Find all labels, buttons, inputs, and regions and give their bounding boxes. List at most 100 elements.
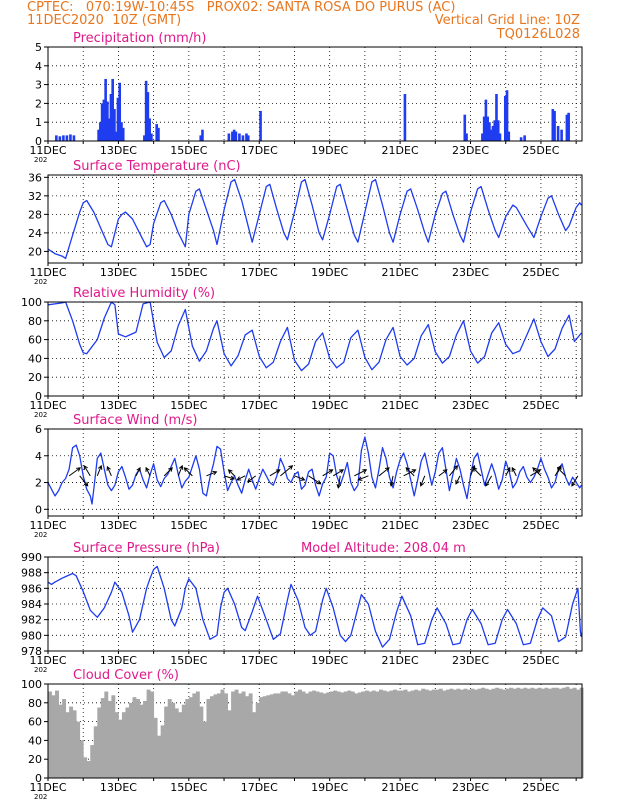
cloud-bar: [199, 706, 204, 778]
cloud-bar: [248, 693, 253, 778]
wind-vector: [511, 467, 517, 477]
cloud-bar: [114, 712, 119, 778]
wind-vector: [530, 469, 541, 477]
y-tick-label: 984: [21, 598, 42, 611]
cloud-bar: [171, 702, 176, 778]
x-tick-label: 21DEC: [382, 144, 419, 157]
cloud-bar: [361, 691, 366, 778]
precip-bar: [146, 92, 150, 141]
x-tick-label: 15DEC: [170, 519, 207, 532]
x-tick-label: 17DEC: [241, 399, 278, 412]
y-tick-label: 2: [35, 477, 42, 490]
y-tick-label: 2: [35, 97, 42, 110]
cloud-bar: [449, 688, 454, 778]
wind-vector: [206, 471, 217, 477]
cloud-bar: [192, 693, 197, 778]
cloud-bar: [118, 719, 123, 778]
cloud-bar: [206, 699, 211, 778]
wind-vector: [358, 475, 369, 481]
cloud-bar: [530, 687, 535, 778]
cloud-bar: [347, 690, 352, 778]
x-tick-label: 19DEC: [311, 399, 348, 412]
wind-vector-head: [227, 469, 233, 474]
panel-frame: [47, 556, 583, 652]
cloud-bar: [266, 695, 271, 778]
wind-vector-head: [328, 469, 334, 474]
x-tick-label: 25DEC: [522, 144, 559, 157]
wind-vector-head: [357, 476, 363, 481]
cloud-bar: [234, 689, 239, 778]
cloud-bar: [255, 702, 260, 778]
cloud-bar: [143, 700, 147, 778]
cloud-bar: [488, 689, 493, 778]
cloud-bar: [174, 708, 179, 778]
precip-bar: [482, 116, 486, 141]
wind-vector: [472, 467, 482, 477]
precip-bar: [150, 133, 153, 141]
cloud-bar: [336, 691, 341, 778]
precip-bar: [109, 94, 113, 141]
cloud-bar: [555, 687, 559, 778]
cloud-bar: [326, 692, 331, 778]
precip-bar: [488, 122, 491, 141]
wind-vector-head: [442, 469, 448, 474]
wind-vector-head: [316, 480, 322, 485]
cloud-bar: [386, 691, 390, 778]
x-tick-label: 23DEC: [452, 399, 489, 412]
x-tick-label: 15DEC: [170, 654, 207, 667]
x-year-fragment: 202: [34, 278, 47, 286]
cloud-bar: [544, 687, 549, 778]
wind-vector: [470, 465, 475, 477]
x-tick-label: 15DEC: [170, 399, 207, 412]
x-tick-label: 17DEC: [241, 519, 278, 532]
precip-bar: [102, 99, 106, 141]
precip-bar: [484, 99, 488, 141]
y-tick-label: 100: [21, 296, 42, 309]
y-tick-label: 990: [21, 551, 42, 564]
y-tick-label: 0: [35, 503, 42, 516]
panel-frame: [47, 46, 583, 142]
x-tick-label: 11DEC: [29, 654, 66, 667]
cloud-bar: [519, 688, 524, 778]
precip-bar: [199, 135, 203, 141]
wind-vector: [403, 469, 416, 477]
wind-vector-head: [106, 465, 111, 471]
cloud-bar: [224, 693, 228, 778]
wind-vector-head: [83, 481, 89, 487]
cloud-bar: [354, 693, 359, 778]
cloud-bar: [459, 689, 464, 778]
wind-vector-head: [571, 481, 576, 487]
cloud-bar: [319, 692, 324, 778]
x-tick-label: 25DEC: [522, 654, 559, 667]
wind-vector: [223, 475, 235, 480]
cloud-bar: [417, 690, 422, 778]
cloud-bar: [111, 695, 116, 778]
wind-vector-head: [532, 467, 537, 472]
cloud-bar: [157, 735, 162, 778]
wind-vector-head: [453, 465, 459, 470]
cloud-bar: [537, 687, 542, 778]
wind-vector-head: [300, 476, 306, 481]
wind-vector-head: [97, 464, 103, 470]
x-tick-label: 25DEC: [522, 781, 559, 794]
cloud-bar: [69, 706, 74, 778]
y-tick-label: 80: [28, 697, 42, 710]
cloud-bar: [209, 696, 214, 778]
cloud-bar: [121, 712, 126, 778]
cloud-bar: [456, 688, 461, 778]
cloud-bar: [315, 691, 320, 778]
wind-vector: [390, 475, 394, 486]
wind-vector: [557, 467, 566, 477]
x-tick-label: 17DEC: [241, 781, 278, 794]
cloud-bar: [245, 696, 250, 778]
precip-bar: [155, 124, 158, 141]
cloud-bar: [160, 725, 165, 778]
cloud-bar: [139, 704, 144, 778]
precip-bar: [238, 133, 241, 141]
panel-frame: [47, 683, 583, 779]
wind-vector-head: [230, 475, 236, 481]
precip-bar: [241, 135, 245, 141]
precip-bar: [486, 116, 489, 141]
y-tick-label: 982: [21, 614, 42, 627]
